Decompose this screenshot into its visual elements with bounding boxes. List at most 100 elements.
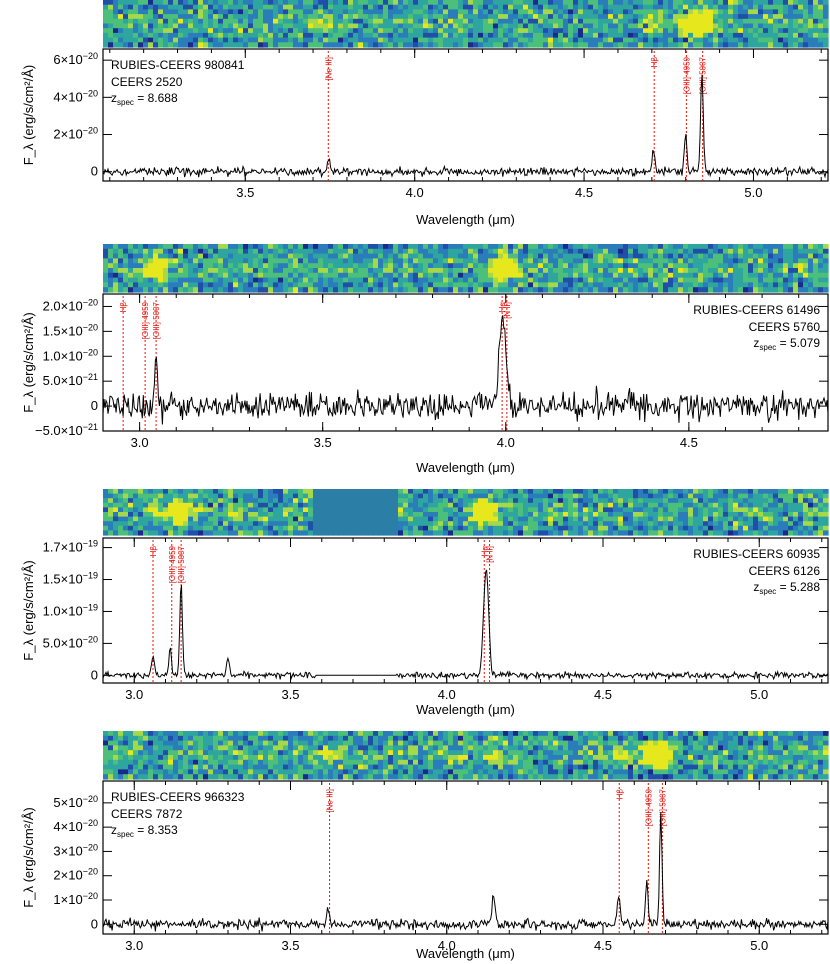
image-cell [773,263,779,269]
image-cell [643,4,649,10]
image-cell [673,277,679,283]
image-cell [163,489,169,495]
image-cell [493,253,499,259]
image-cell [278,32,284,39]
image-cell [203,498,209,504]
image-cell [768,23,774,29]
image-cell [378,253,384,259]
image-cell [228,244,234,250]
image-cell [183,18,189,25]
image-cell [723,0,729,6]
image-cell [123,493,129,499]
image-cell [123,755,129,761]
image-cell [303,489,309,495]
image-cell [113,525,119,531]
image-cell [468,248,474,255]
image-cell [273,28,279,34]
image-cell [103,23,109,29]
image-cell [328,258,334,264]
image-cell [608,248,614,255]
image-cell [598,4,604,10]
image-cell [823,244,829,250]
image-cell [448,489,454,495]
image-cell [528,493,534,499]
image-cell [193,750,199,756]
image-cell [633,530,639,536]
image-cell [723,502,729,508]
image-cell [558,258,564,264]
image-cell [668,507,674,513]
image-cell [773,258,779,264]
image-cell [448,502,454,508]
image-cell [588,493,594,499]
image-cell [258,268,264,274]
image-cell [698,244,704,250]
image-cell [508,512,514,518]
image-cell [673,498,679,504]
image-cell [488,493,494,499]
image-cell [438,512,444,518]
image-cell [128,735,134,742]
image-cell [563,530,569,536]
image-cell [588,502,594,508]
image-cell [813,268,819,274]
image-cell [208,277,214,283]
image-cell [203,277,209,283]
image-cell [263,489,269,495]
image-cell [153,512,159,518]
image-cell [403,42,409,48]
image-cell [763,516,769,522]
image-cell [158,282,164,288]
y-tick-label: 1.0×10−19 [43,602,98,618]
image-cell [673,248,679,255]
image-cell [583,18,589,25]
image-cell [788,14,794,20]
image-cell [568,263,574,269]
image-cell [283,28,289,34]
emission-line-label: Hα [480,546,489,557]
image-cell [273,516,279,522]
image-cell [178,248,184,255]
image-cell [178,42,184,48]
image-cell [148,759,154,766]
image-cell [443,272,449,279]
image-cell [793,32,799,39]
image-cell [643,498,649,504]
image-cell [223,244,229,250]
image-cell [513,525,519,531]
image-cell [678,263,684,269]
image-cell [173,507,179,513]
image-cell [488,502,494,508]
image-cell [343,277,349,283]
image-cell [223,489,229,495]
image-cell [128,498,134,504]
image-cell [663,502,669,508]
image-cell [243,272,249,279]
image-cell [173,764,179,770]
image-cell [128,759,134,766]
image-cell [628,42,634,48]
image-cell [638,37,644,43]
image-cell [513,489,519,495]
image-cell [333,493,339,499]
image-cell [793,23,799,29]
image-cell [793,14,799,20]
image-cell [398,502,404,508]
image-cell [173,530,179,536]
image-cell [498,530,504,536]
image-cell [473,530,479,536]
image-cell [133,248,139,255]
image-cell [668,4,674,10]
image-cell [538,28,544,34]
image-cell [538,507,544,513]
image-cell [508,42,514,48]
image-cell [248,28,254,34]
image-cell [533,263,539,269]
image-cell [643,489,649,495]
image-cell [568,0,574,6]
image-cell [583,42,589,48]
image-cell [718,516,724,522]
image-cell [278,287,284,293]
image-cell [633,512,639,518]
image-cell [288,530,294,536]
